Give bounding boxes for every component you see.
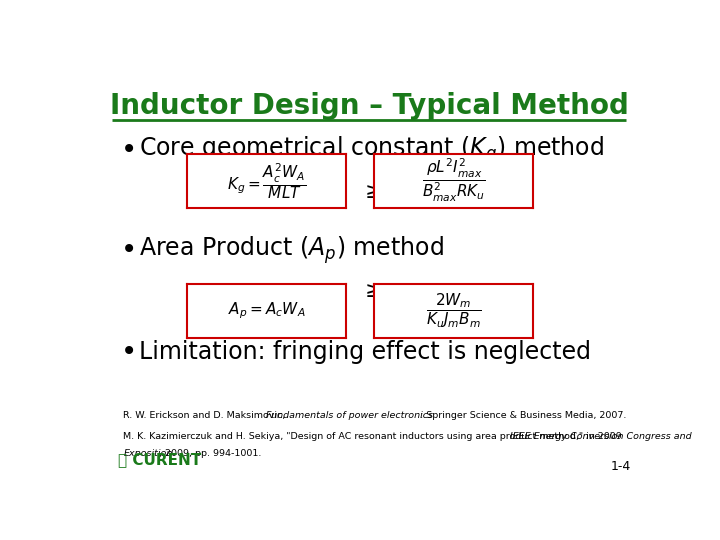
Text: Limitation: fringing effect is neglected: Limitation: fringing effect is neglected xyxy=(138,340,590,364)
Text: R. W. Erickson and D. Maksimovic,: R. W. Erickson and D. Maksimovic, xyxy=(124,411,289,420)
Text: •: • xyxy=(121,136,137,164)
Text: IEEE Energy Conversion Congress and: IEEE Energy Conversion Congress and xyxy=(510,431,691,441)
Text: $\dfrac{2W_m}{K_u J_m B_m}$: $\dfrac{2W_m}{K_u J_m B_m}$ xyxy=(426,291,482,330)
Text: Exposition: Exposition xyxy=(124,449,173,458)
Text: $\dfrac{\rho L^2 I_{max}^2}{B_{max}^2 R K_u}$: $\dfrac{\rho L^2 I_{max}^2}{B_{max}^2 R … xyxy=(422,157,485,205)
Text: $\geq$: $\geq$ xyxy=(361,181,383,201)
Text: Core geometrical constant ($K_g$) method: Core geometrical constant ($K_g$) method xyxy=(138,134,603,166)
Text: Ⓐ CURENT: Ⓐ CURENT xyxy=(118,453,201,467)
Text: , 2009, pp. 994-1001.: , 2009, pp. 994-1001. xyxy=(159,449,261,458)
Text: •: • xyxy=(121,338,137,366)
Text: $\geq$: $\geq$ xyxy=(361,281,383,301)
Text: •: • xyxy=(121,236,137,264)
Text: M. K. Kazimierczuk and H. Sekiya, "Design of AC resonant inductors using area pr: M. K. Kazimierczuk and H. Sekiya, "Desig… xyxy=(124,431,625,441)
Text: $A_p = A_c W_A$: $A_p = A_c W_A$ xyxy=(228,300,305,321)
Text: Area Product ($A_p$) method: Area Product ($A_p$) method xyxy=(138,234,444,266)
Text: $K_g = \dfrac{A_c^2 W_A}{MLT}$: $K_g = \dfrac{A_c^2 W_A}{MLT}$ xyxy=(227,161,306,201)
Text: Inductor Design – Typical Method: Inductor Design – Typical Method xyxy=(109,92,629,120)
Text: Fundamentals of power electronics: Fundamentals of power electronics xyxy=(266,411,433,420)
Text: : Springer Science & Business Media, 2007.: : Springer Science & Business Media, 200… xyxy=(420,411,626,420)
Text: 1-4: 1-4 xyxy=(611,460,631,473)
